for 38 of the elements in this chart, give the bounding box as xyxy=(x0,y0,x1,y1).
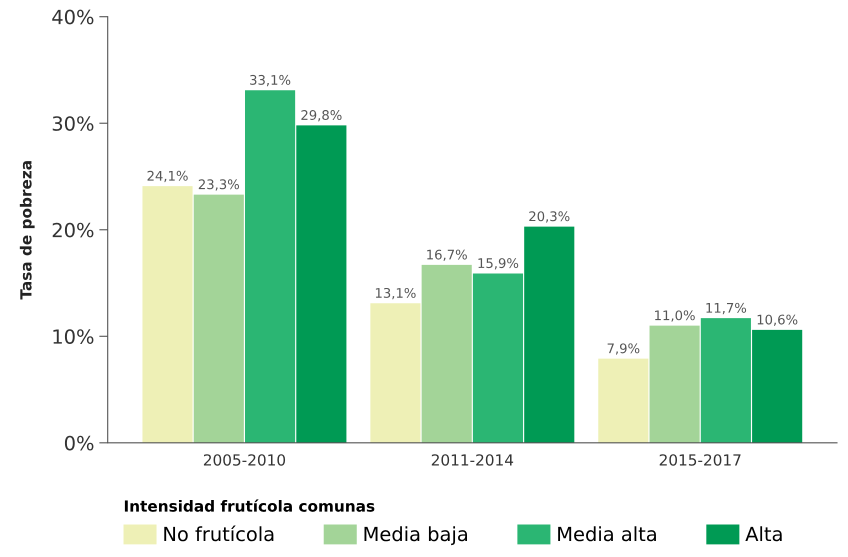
y-tick-label: 20% xyxy=(52,222,94,238)
y-axis-title: Tasa de pobreza xyxy=(20,161,35,300)
x-tick-label: 2015-2017 xyxy=(660,454,741,466)
bar xyxy=(752,330,802,443)
x-tick-label: 2005-2010 xyxy=(204,454,286,466)
bar xyxy=(194,194,244,443)
data-label: 16,7% xyxy=(427,250,467,261)
x-tick-label: 2011-2014 xyxy=(432,454,514,466)
bar xyxy=(422,264,472,443)
bar xyxy=(142,186,193,443)
data-label: 29,8% xyxy=(301,110,342,122)
y-tick-label: 10% xyxy=(53,329,94,344)
y-tick-label: 40% xyxy=(52,10,94,24)
bar xyxy=(296,125,346,443)
bar xyxy=(472,273,524,443)
data-label: 11,7% xyxy=(706,302,746,314)
data-label: 23,3% xyxy=(198,179,240,191)
y-tick-label: 0% xyxy=(64,436,94,450)
data-label: 11,0% xyxy=(655,310,695,322)
data-label: 24,1% xyxy=(148,170,188,182)
bar xyxy=(524,226,574,443)
bar xyxy=(598,358,648,443)
data-label: 15,9% xyxy=(478,258,518,270)
y-tick-label: 30% xyxy=(52,116,94,131)
bar xyxy=(245,90,296,443)
bar xyxy=(650,326,700,443)
legend-label: Media baja xyxy=(364,526,467,546)
data-label: 10,6% xyxy=(758,314,798,326)
data-label: 13,1% xyxy=(376,288,416,300)
data-label: 7,9% xyxy=(608,343,640,355)
legend-title: Intensidad frutícola comunas xyxy=(124,499,374,512)
legend-label: Media alta xyxy=(558,526,656,542)
bar xyxy=(370,303,420,443)
legend-label: No frutícola xyxy=(164,525,274,542)
legend-label: Alta xyxy=(745,526,782,542)
bar xyxy=(700,318,751,443)
data-label: 33,1% xyxy=(250,74,290,86)
data-label: 20,3% xyxy=(529,211,570,223)
